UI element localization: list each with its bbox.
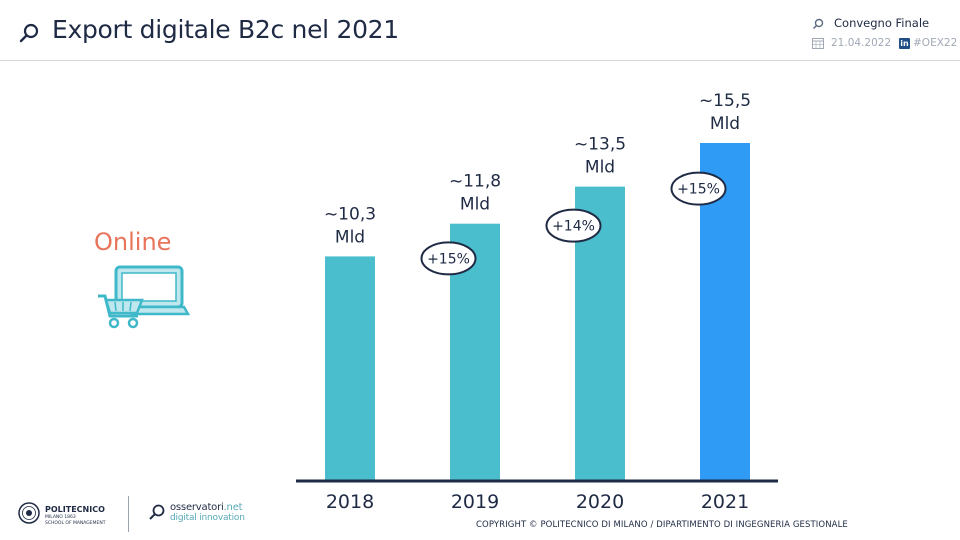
x-tick-2021: 2021 [701, 491, 749, 513]
header: Export digitale B2c nel 2021 Convegno Fi… [0, 0, 960, 61]
osservatori-subtitle: digital innovation [170, 513, 245, 523]
page-title: Export digitale B2c nel 2021 [52, 15, 399, 44]
magnifier-logo-icon [19, 23, 39, 43]
growth-badge-2 [545, 208, 602, 243]
value-label-2019: ~11,8 [449, 172, 501, 192]
value-label-2020: ~13,5 [574, 135, 626, 155]
footer-logos: POLITECNICO MILANO 1863 SCHOOL OF MANAGE… [14, 496, 264, 536]
x-tick-2019: 2019 [451, 491, 499, 513]
laptop-shopping-cart-icon [98, 265, 190, 329]
value-unit-2021: Mld [710, 114, 740, 134]
value-unit-2020: Mld [585, 158, 615, 178]
growth-badge-1 [420, 241, 477, 276]
polimi-name: POLITECNICO [45, 505, 105, 514]
polimi-school: SCHOOL OF MANAGEMENT [45, 521, 106, 526]
copyright-notice: COPYRIGHT © POLITECNICO DI MILANO / DIPA… [476, 520, 848, 530]
x-tick-2018: 2018 [326, 491, 374, 513]
value-label-2021: ~15,5 [699, 91, 751, 111]
magnifier-small-icon [812, 18, 824, 30]
value-label-2018: ~10,3 [324, 204, 376, 224]
osservatori-name: osservatori.net [170, 502, 243, 513]
event-name: Convegno Finale [834, 16, 930, 30]
growth-badge-3 [670, 171, 727, 206]
polimi-seal-icon [18, 502, 40, 524]
osservatori-logo-icon [149, 504, 165, 520]
online-label: Online [94, 228, 172, 256]
value-unit-2018: Mld [335, 227, 365, 247]
polimi-subtitle: MILANO 1863 [45, 515, 76, 520]
calendar-icon [812, 38, 824, 49]
growth-label-3: +15% [677, 182, 720, 198]
linkedin-icon[interactable]: in [899, 38, 910, 49]
growth-label-2: +14% [552, 219, 595, 235]
x-tick-2020: 2020 [576, 491, 624, 513]
logo-divider [128, 496, 129, 532]
hashtag: #OEX22 [913, 37, 958, 49]
growth-label-1: +15% [427, 251, 470, 267]
value-unit-2019: Mld [460, 195, 490, 215]
bar-2018 [325, 256, 375, 481]
osservatori-word: osservatori [170, 502, 224, 513]
event-date: 21.04.2022 [831, 37, 892, 49]
osservatori-net: .net [223, 502, 243, 513]
